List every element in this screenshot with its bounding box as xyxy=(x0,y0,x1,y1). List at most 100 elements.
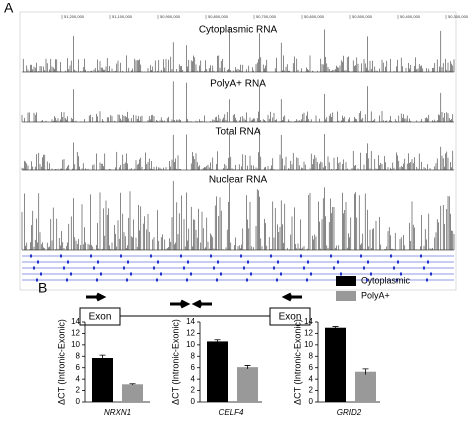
gene-exon xyxy=(333,266,335,270)
gene-exon xyxy=(363,266,365,270)
bar xyxy=(122,384,143,402)
track-label: PolyA+ RNA xyxy=(210,79,266,90)
gene-exon xyxy=(306,278,308,282)
gene-exon xyxy=(96,278,98,282)
signal-texture xyxy=(21,81,455,122)
gene-exon xyxy=(36,278,38,282)
gene-exon xyxy=(307,260,309,264)
gene-exon xyxy=(393,266,395,270)
y-axis-label: ΔCT (Intronic-Exonic) xyxy=(56,319,66,405)
legend-swatch xyxy=(336,276,356,286)
gene-exon xyxy=(360,254,362,258)
gene-exon xyxy=(340,272,342,276)
y-tick-label: 6 xyxy=(76,363,81,372)
y-tick-label: 10 xyxy=(186,340,195,349)
y-tick-label: 14 xyxy=(304,317,313,326)
bar xyxy=(325,327,346,402)
browser-frame xyxy=(19,11,457,291)
gene-exon xyxy=(247,260,249,264)
gene-exon xyxy=(366,278,368,282)
gene-exon xyxy=(90,254,92,258)
gene-exon xyxy=(370,272,372,276)
y-tick-label: 12 xyxy=(304,329,313,338)
gene-exon xyxy=(123,266,125,270)
gene-exon xyxy=(67,260,69,264)
gene-exon xyxy=(63,266,65,270)
track-label: Nuclear RNA xyxy=(209,175,268,186)
coordinate-label: 50,900,000 xyxy=(160,14,181,19)
coordinate-label: 50,400,000 xyxy=(400,14,421,19)
gene-exon xyxy=(66,278,68,282)
gene-exon xyxy=(157,260,159,264)
gene-exon xyxy=(183,266,185,270)
y-tick-label: 4 xyxy=(309,374,314,383)
legend-swatch xyxy=(336,291,356,301)
error-bar xyxy=(214,339,221,344)
bar xyxy=(237,367,258,402)
panel-label: A xyxy=(4,0,14,16)
y-tick-label: 8 xyxy=(309,351,314,360)
y-tick-label: 8 xyxy=(191,351,196,360)
gene-exon xyxy=(127,260,129,264)
gene-exon xyxy=(367,260,369,264)
gene-exon xyxy=(240,254,242,258)
gene-exon xyxy=(426,278,428,282)
gene-exon xyxy=(70,272,72,276)
gene-exon xyxy=(330,254,332,258)
y-tick-label: 14 xyxy=(71,317,80,326)
gene-exon xyxy=(400,272,402,276)
y-tick-label: 6 xyxy=(309,363,314,372)
gene-exon xyxy=(270,254,272,258)
gene-exon xyxy=(40,272,42,276)
y-tick-label: 8 xyxy=(76,351,81,360)
signal-texture xyxy=(22,27,455,72)
error-bar xyxy=(362,368,369,375)
gene-exon xyxy=(430,272,432,276)
y-tick-label: 4 xyxy=(76,374,81,383)
coordinate-label: 50,700,000 xyxy=(256,14,277,19)
y-tick-label: 0 xyxy=(191,397,196,406)
bar xyxy=(92,358,113,402)
y-axis-label: ΔCT (Intronic-Exonic) xyxy=(292,319,302,405)
gene-exon xyxy=(153,266,155,270)
gene-exon xyxy=(180,254,182,258)
coordinate-label: 50,500,000 xyxy=(352,14,373,19)
gene-exon xyxy=(30,254,32,258)
gene-exon xyxy=(186,278,188,282)
exon-label: Exon xyxy=(279,312,302,323)
gene-exon xyxy=(217,260,219,264)
error-bar xyxy=(129,383,136,385)
gene-exon xyxy=(276,278,278,282)
gene-exon xyxy=(213,266,215,270)
y-tick-label: 4 xyxy=(191,374,196,383)
y-tick-label: 2 xyxy=(191,386,196,395)
gene-exon xyxy=(220,272,222,276)
bar xyxy=(207,341,228,402)
gene-exon xyxy=(97,260,99,264)
y-tick-label: 14 xyxy=(186,317,195,326)
y-axis-label: ΔCT (Intronic-Exonic) xyxy=(170,319,180,405)
x-axis-label: NRXN1 xyxy=(104,408,131,417)
gene-exon xyxy=(37,260,39,264)
gene-exon xyxy=(93,266,95,270)
gene-exon xyxy=(150,254,152,258)
gene-exon xyxy=(337,260,339,264)
gene-exon xyxy=(210,254,212,258)
coordinate-label: 50,600,000 xyxy=(304,14,325,19)
error-bar xyxy=(99,354,106,361)
y-tick-label: 12 xyxy=(186,329,195,338)
gene-exon xyxy=(243,266,245,270)
error-bar xyxy=(244,365,251,369)
gene-exon xyxy=(420,254,422,258)
signal-texture xyxy=(21,129,455,170)
gene-exon xyxy=(126,278,128,282)
gene-exon xyxy=(187,260,189,264)
bar xyxy=(355,371,376,402)
y-tick-label: 0 xyxy=(76,397,81,406)
panel-label: B xyxy=(38,280,47,296)
gene-exon xyxy=(427,260,429,264)
track-label: Cytoplasmic RNA xyxy=(199,25,278,36)
gene-exon xyxy=(216,278,218,282)
gene-exon xyxy=(300,254,302,258)
x-axis-label: CELF4 xyxy=(219,408,244,417)
